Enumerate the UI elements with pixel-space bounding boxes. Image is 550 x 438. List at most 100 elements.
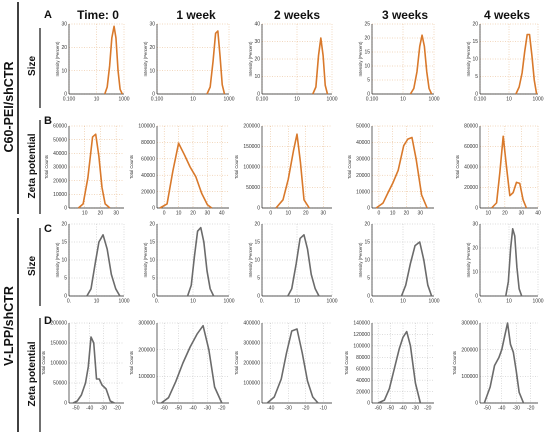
y-axis-label: Total Counts [129, 351, 134, 375]
y-tick-label: 20 [61, 45, 67, 51]
x-tick-label: -30 [285, 406, 292, 412]
x-tick-label: 10 [94, 97, 100, 103]
group-label-1: V-LPP/shCTR [2, 286, 16, 366]
column-header-3: 3 weeks [382, 8, 428, 22]
x-tick-label: -20 [114, 406, 121, 412]
y-tick-label: 0 [257, 92, 260, 98]
y-axis-label: Total Counts [347, 155, 352, 179]
y-tick-label: 300000 [138, 321, 155, 327]
x-tick-label: 0.100 [474, 97, 487, 103]
series-line [375, 136, 428, 209]
y-tick-label: 40000 [356, 140, 370, 146]
x-tick-label: 40 [535, 211, 541, 217]
y-tick-label: 30 [149, 22, 155, 28]
y-tick-label: 30 [254, 39, 260, 45]
y-tick-label: 80000 [356, 355, 370, 361]
chart-panel-2-1: 0 5 10 15 20 0. 10 1000 Intensity (Percent) [143, 222, 235, 305]
y-tick-label: 20 [149, 45, 155, 51]
y-tick-label: 20 [364, 36, 370, 42]
y-tick-label: 140000 [353, 321, 370, 327]
y-tick-label: 10 [254, 74, 260, 80]
y-tick-label: 5 [152, 276, 155, 282]
y-tick-label: 20000 [53, 178, 67, 184]
x-tick-label: 30 [417, 211, 423, 217]
y-tick-label: 40000 [141, 173, 155, 179]
y-axis-label: Total Counts [41, 351, 46, 375]
y-tick-label: 15 [254, 240, 260, 246]
series-line [72, 336, 115, 404]
x-tick-label: 0 [377, 211, 380, 217]
x-tick-label: 1000 [118, 97, 129, 103]
series-line [400, 241, 433, 297]
y-axis-label: Intensity (Percent) [143, 242, 148, 277]
chart-panel-2-0: 0 5 10 15 20 0. 10 1000 Intensity (Percent) [55, 222, 130, 305]
x-tick-label: -40 [189, 406, 196, 412]
x-tick-label: 10 [190, 97, 196, 103]
x-tick-label: 30 [320, 211, 326, 217]
x-tick-label: 40 [219, 211, 225, 217]
series-line [86, 234, 121, 297]
y-axis-label: Total Counts [44, 155, 49, 179]
panel-letter-a: A [44, 9, 52, 21]
panel-letter-c: C [44, 223, 52, 235]
y-tick-label: 60000 [356, 366, 370, 372]
y-tick-label: 5 [257, 276, 260, 282]
y-tick-label: 100000 [353, 344, 370, 350]
x-tick-label: 0.100 [151, 97, 164, 103]
x-tick-label: 10 [82, 211, 88, 217]
y-axis-label: Total Counts [344, 351, 349, 375]
y-tick-label: 400000 [243, 321, 260, 327]
chart-panel-0-1: 0 10 20 30 0.100 10 1000 Intensity (Percent) [143, 22, 235, 103]
x-tick-label: 30 [205, 211, 211, 217]
y-tick-label: 0 [152, 92, 155, 98]
x-tick-label: -40 [86, 406, 93, 412]
x-tick-label: 10 [294, 97, 300, 103]
x-tick-label: 0.100 [366, 97, 379, 103]
y-tick-label: 20 [254, 222, 260, 228]
y-tick-label: 25 [364, 22, 370, 28]
column-header-0: Time: 0 [77, 8, 119, 22]
y-axis-label: Intensity (Percent) [55, 41, 60, 76]
y-tick-label: 0 [257, 206, 260, 212]
y-tick-label: 10 [149, 68, 155, 74]
y-axis-label: Total Counts [234, 351, 239, 375]
y-tick-label: 30000 [53, 165, 67, 171]
x-tick-label: 10 [506, 97, 512, 103]
y-tick-label: 0 [475, 206, 478, 212]
chart-panel-1-1: 0 20000 40000 60000 80000 100000 0 10 20 30 40 Tota… [129, 124, 229, 217]
panel-letter-d: D [44, 315, 52, 327]
x-tick-label: -60 [161, 406, 168, 412]
y-tick-label: 15 [61, 240, 67, 246]
y-tick-label: 0 [367, 401, 370, 407]
y-tick-label: 5 [367, 276, 370, 282]
y-tick-label: 20 [61, 222, 67, 228]
column-header-2: 2 weeks [274, 8, 320, 22]
x-tick-label: 0. [260, 299, 264, 305]
x-tick-label: 10 [176, 211, 182, 217]
y-tick-label: 0 [475, 92, 478, 98]
y-tick-label: 0 [475, 294, 478, 300]
y-tick-label: 15 [364, 50, 370, 56]
series-line [77, 133, 111, 209]
series-line [104, 25, 124, 95]
group-label-0: C60-PEI/shCTR [2, 62, 16, 153]
row-label-0: Size [27, 56, 38, 76]
x-tick-label: -10 [320, 406, 327, 412]
x-tick-label: -30 [100, 406, 107, 412]
x-tick-label: 0. [370, 299, 374, 305]
y-tick-label: 20000 [356, 173, 370, 179]
y-tick-label: 0 [367, 294, 370, 300]
y-tick-label: 0 [64, 206, 67, 212]
y-tick-label: 300000 [461, 321, 478, 327]
y-tick-label: 10 [472, 57, 478, 63]
series-line [186, 226, 215, 297]
x-tick-label: -30 [513, 406, 520, 412]
y-tick-label: 0 [152, 206, 155, 212]
y-axis-label: Intensity (Percent) [358, 242, 363, 277]
x-tick-label: -40 [498, 406, 505, 412]
y-tick-label: 50000 [53, 381, 67, 387]
y-tick-label: 20 [472, 22, 478, 28]
x-tick-label: 10 [285, 211, 291, 217]
x-tick-label: 30 [519, 211, 525, 217]
chart-panel-1-4: 0 20000 40000 60000 80000 10 20 30 40 Total Count… [455, 124, 541, 217]
